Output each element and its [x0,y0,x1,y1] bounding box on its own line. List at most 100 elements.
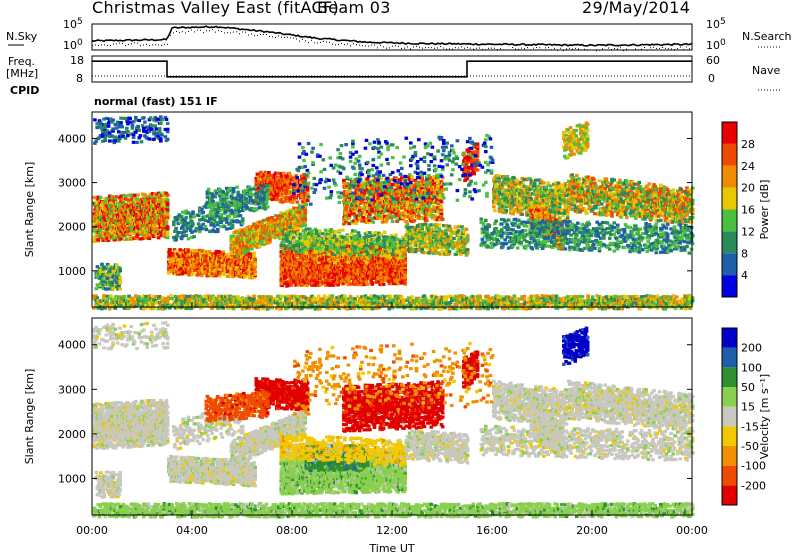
power-panel-cell [126,223,130,227]
nsearch-dot [125,45,126,47]
power-panel-cell [95,204,99,208]
power-panel-cell [150,204,154,208]
power-panel-cell [252,222,256,226]
power-panel-cell [121,134,126,138]
power-panel-cell [211,205,215,209]
nsearch-dot [248,34,249,36]
nsearch-dot [149,45,150,47]
nsearch-dot [404,47,405,49]
power-panel-cell [151,192,155,196]
power-panel-cell [125,237,129,241]
nsearch-dot [170,35,171,37]
power-panel-cell [265,220,270,225]
power-panel-cell [153,116,157,120]
power-panel-cell [176,215,181,219]
power-panel-cell [105,129,110,133]
nsearch-dot [314,42,315,44]
power-panel-cell [105,281,110,285]
power-panel-cell [243,250,247,254]
power-panel-cell [239,255,244,259]
power-panel-cell [110,208,114,212]
nsearch-dot [293,37,294,39]
power-panel-cell [253,265,257,270]
power-panel-cell [104,116,109,121]
power-panel-cell [276,171,280,175]
power-panel-cell [117,139,121,143]
power-panel-cell [152,118,156,122]
nsearch-dot [395,45,396,47]
nsearch-dot [656,47,657,49]
power-panel-cell [192,254,196,258]
power-panel-cell [138,134,143,138]
power-panel-cell [112,269,117,273]
power-panel-cell [235,185,239,189]
nsearch-dot [554,47,555,49]
power-panel-cell [297,207,302,212]
power-panel-cell [197,248,202,252]
power-panel-cell [132,203,137,207]
power-panel-cell [117,209,121,213]
power-panel-cell [365,282,370,286]
nsearch-dot [281,36,282,38]
nsearch-dot [671,48,672,50]
power-panel-cell [114,212,119,216]
power-panel-cell [160,118,164,122]
power-panel-cell [97,267,102,271]
power-panel-cell [99,268,103,273]
power-panel-cell [147,118,152,122]
nsearch-dot [161,44,162,46]
power-panel-cell [165,225,170,229]
power-panel-cell [123,136,128,140]
nsearch-dot [407,46,408,48]
power-panel-cell [240,217,245,221]
power-panel-cell [135,140,139,144]
power-panel-cell [303,213,307,217]
power-panel-cell [204,269,209,273]
nsearch-dot [602,48,603,50]
power-panel-cell [108,269,112,273]
power-panel-cell [265,205,270,209]
nsearch-dot [530,49,531,51]
power-panel-cell [128,116,132,120]
power-panel-cell [229,274,234,279]
power-panel-cell [118,287,122,291]
nsearch-dot [191,29,192,31]
power-panel-cell [115,223,120,228]
power-panel-cell [268,216,272,220]
power-panel-cell [228,264,232,268]
nsearch-dot [587,49,588,51]
power-panel-cell [127,220,131,224]
power-panel-cell [150,195,154,199]
power-panel-cell [212,270,217,274]
power-panel-cell [188,268,193,273]
power-panel-cell [137,136,142,140]
power-panel-cell [116,273,120,277]
power-panel-cell [151,220,155,224]
power-panel-cell [152,210,156,214]
power-panel-cell [114,195,119,199]
power-panel-cell [237,267,242,271]
power-panel-cell [195,262,199,266]
nsearch-dot [233,31,234,33]
nsearch-dot [674,49,675,51]
power-panel-cell [145,130,149,134]
nsearch-dot [521,47,522,49]
power-panel-cell [303,216,307,220]
nsearch-dot [236,31,237,33]
power-panel-cell [144,198,148,202]
nsearch-dot [506,49,507,51]
power-panel-cell [286,185,291,190]
nsearch-dot [152,44,153,46]
power-panel-cell [152,132,156,136]
power-panel-cell [111,118,115,122]
nsearch-dot [524,48,525,50]
power-panel-cell [130,213,135,217]
nsearch-dot [287,36,288,38]
power-panel-cell [119,194,123,198]
power-panel-cell [195,273,199,277]
power-panel-cell [110,232,114,236]
power-panel-cell [160,201,164,205]
power-panel-cell [140,200,145,204]
power-panel-cell [174,226,178,230]
